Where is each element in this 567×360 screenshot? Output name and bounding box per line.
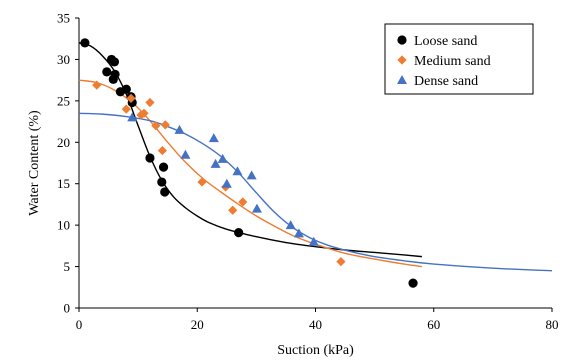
data-point-dense-sand xyxy=(180,149,191,159)
data-point-dense-sand xyxy=(221,178,232,188)
data-point-dense-sand xyxy=(232,166,243,176)
legend-marker-medium-sand xyxy=(397,55,407,65)
data-point-loose-sand xyxy=(110,69,120,79)
fit-curve-loose-sand xyxy=(78,42,422,258)
data-point-medium-sand xyxy=(121,104,131,114)
data-point-medium-sand xyxy=(197,177,207,187)
data-point-medium-sand xyxy=(228,205,238,215)
y-tick-label: 35 xyxy=(57,11,70,26)
x-tick-label: 0 xyxy=(76,317,83,332)
data-point-dense-sand xyxy=(246,170,257,180)
data-point-medium-sand xyxy=(160,120,170,130)
data-point-dense-sand xyxy=(127,112,138,122)
y-tick-label: 20 xyxy=(57,135,70,150)
data-point-loose-sand xyxy=(121,84,131,94)
data-point-loose-sand xyxy=(234,228,244,238)
legend-label-dense-sand: Dense sand xyxy=(414,74,478,89)
data-point-medium-sand xyxy=(92,80,102,90)
data-point-dense-sand xyxy=(285,220,296,230)
data-point-medium-sand xyxy=(157,145,167,156)
data-points xyxy=(80,38,418,288)
data-point-dense-sand xyxy=(217,153,228,163)
data-point-loose-sand xyxy=(80,38,90,48)
y-tick-label: 30 xyxy=(57,52,70,67)
data-point-medium-sand xyxy=(139,108,149,118)
data-point-dense-sand xyxy=(210,158,221,168)
data-point-medium-sand xyxy=(145,97,155,108)
data-point-loose-sand xyxy=(145,153,155,163)
legend-label-loose-sand: Loose sand xyxy=(414,34,477,49)
y-tick-label: 0 xyxy=(64,301,71,316)
data-point-loose-sand xyxy=(109,57,120,67)
data-point-loose-sand xyxy=(158,162,169,172)
legend-label-medium-sand: Medium sand xyxy=(414,54,491,69)
fit-curve-dense-sand xyxy=(78,112,553,272)
data-point-medium-sand xyxy=(336,257,346,267)
data-point-dense-sand xyxy=(174,124,185,134)
x-axis-label: Suction (kPa) xyxy=(277,343,354,358)
data-point-dense-sand xyxy=(308,236,319,246)
y-tick-label: 15 xyxy=(57,176,70,191)
data-point-medium-sand xyxy=(126,93,136,103)
data-point-medium-sand xyxy=(238,197,248,207)
y-tick-label: 25 xyxy=(57,93,70,108)
x-tick-label: 60 xyxy=(427,317,440,332)
data-point-loose-sand xyxy=(160,187,170,197)
data-point-loose-sand xyxy=(102,67,112,77)
data-point-dense-sand xyxy=(251,203,262,213)
legend-marker-loose-sand xyxy=(397,35,407,45)
y-axis-label: Water Content (%) xyxy=(27,110,42,216)
x-tick-label: 80 xyxy=(546,317,559,332)
data-point-loose-sand xyxy=(157,177,167,187)
data-point-loose-sand xyxy=(408,278,418,288)
legend: Loose sand Medium sand Dense sand xyxy=(384,23,534,95)
data-point-dense-sand xyxy=(293,228,304,238)
y-tick-label: 10 xyxy=(57,218,70,233)
axes: 0 20 40 60 80 0 5 10 15 20 25 30 35 xyxy=(57,11,559,333)
y-tick-label: 5 xyxy=(64,259,71,274)
x-tick-label: 20 xyxy=(191,317,204,332)
legend-marker-dense-sand xyxy=(397,75,407,84)
x-tick-label: 40 xyxy=(309,317,322,332)
data-point-dense-sand xyxy=(208,133,219,143)
data-point-medium-sand xyxy=(151,121,161,131)
legend-box xyxy=(384,23,534,95)
